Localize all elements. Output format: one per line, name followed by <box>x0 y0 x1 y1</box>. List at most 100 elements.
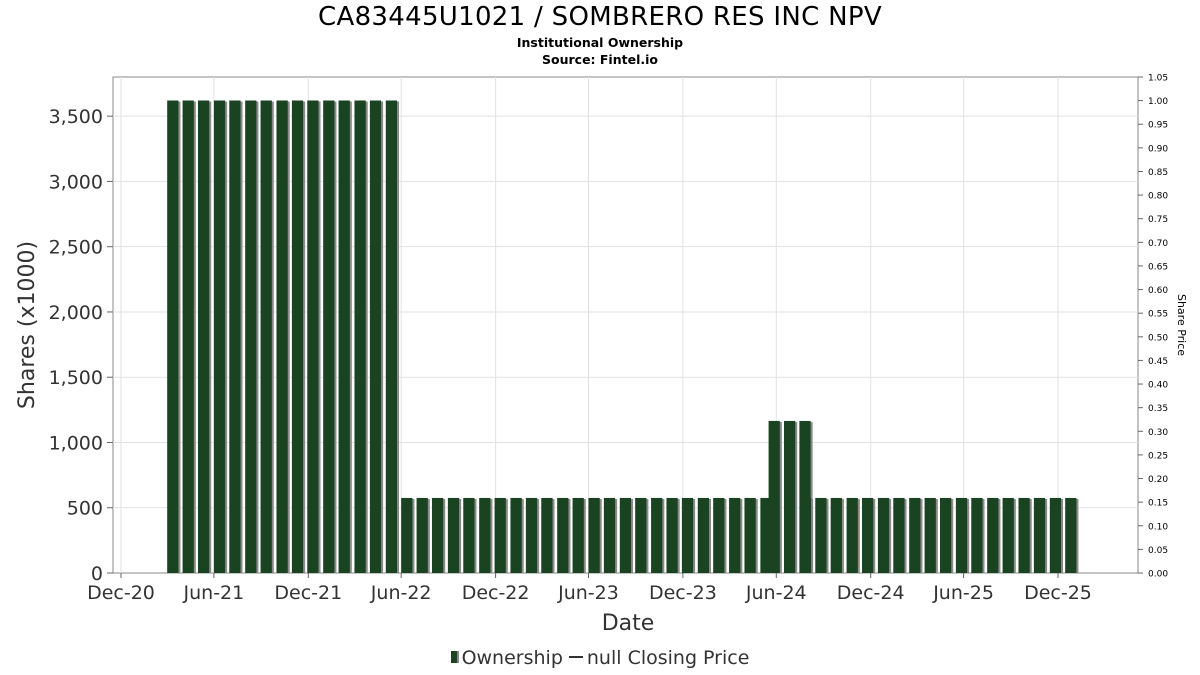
y2-tick-label: 0.55 <box>1148 310 1168 320</box>
ownership-bar <box>510 497 522 573</box>
ownership-bars <box>167 100 1079 573</box>
y-tick-label: 3,000 <box>49 171 103 193</box>
y2-tick-label: 0.05 <box>1148 546 1168 556</box>
y2-tick-label: 0.50 <box>1148 333 1168 343</box>
chart-subtitle: Institutional Ownership <box>516 35 684 50</box>
ownership-bar <box>768 420 780 573</box>
ownership-bar <box>697 497 710 573</box>
x-tick-label: Dec-25 <box>1024 582 1092 604</box>
y-tick-label: 1,000 <box>49 432 103 454</box>
x-axis-label: Date <box>602 611 655 636</box>
ownership-bar <box>385 100 398 573</box>
ownership-bar <box>666 497 678 573</box>
y2-tick-label: 0.45 <box>1148 357 1168 367</box>
x-tick-label: Jun-23 <box>557 582 619 604</box>
x-tick-label: Dec-21 <box>274 582 342 604</box>
y2-tick-label: 1.05 <box>1148 74 1168 84</box>
y2-tick-label: 0.80 <box>1148 192 1168 202</box>
ownership-bar <box>955 497 968 573</box>
legend: Ownership null Closing Price <box>0 647 1200 669</box>
ownership-bar <box>541 497 553 573</box>
y2-tick-label: 0.35 <box>1148 404 1168 414</box>
chart-source: Source: Fintel.io <box>542 52 658 67</box>
y-tick-label: 500 <box>67 498 103 520</box>
ownership-bar <box>939 497 952 573</box>
ownership-bar <box>830 497 842 573</box>
y2-tick-label: 0.40 <box>1148 381 1168 391</box>
y2-axis-label: Share Price <box>1175 294 1188 356</box>
ownership-bar <box>338 100 350 573</box>
ownership-bar <box>369 100 382 573</box>
ownership-bar <box>416 497 428 573</box>
ownership-bar <box>588 497 600 573</box>
ownership-bar <box>760 497 772 573</box>
ownership-bar <box>924 497 936 573</box>
x-tick-label: Dec-24 <box>837 582 905 604</box>
ownership-bar <box>815 497 827 573</box>
y-tick-label: 2,500 <box>49 237 103 259</box>
ownership-bar <box>354 100 366 573</box>
y2-tick-label: 0.70 <box>1148 239 1168 249</box>
ownership-bar <box>197 100 210 573</box>
closing-price-legend-swatch <box>568 656 583 658</box>
y-tick-label: 0 <box>91 563 103 585</box>
axes: 0 500 1,000 1,500 2,000 2,500 3,000 3,500 Dec-20… <box>49 74 1169 605</box>
ownership-bar <box>463 497 475 573</box>
ownership-bar <box>651 497 663 573</box>
y2-tick-label: 0.20 <box>1148 475 1168 485</box>
y2-tick-label: 0.65 <box>1148 262 1168 272</box>
ownership-bar <box>479 497 491 573</box>
ownership-bar <box>260 100 272 573</box>
ownership-bar <box>1002 497 1014 573</box>
ownership-bar <box>1049 497 1062 573</box>
y2-tick-label: 0.10 <box>1148 522 1168 532</box>
legend-closing-price-label: null Closing Price <box>586 647 750 669</box>
ownership-bar <box>861 497 874 573</box>
x-tick-label: Jun-21 <box>183 582 245 604</box>
legend-ownership-label: Ownership <box>461 647 563 669</box>
y2-tick-label: 0.30 <box>1148 428 1168 438</box>
ownership-bar <box>783 420 796 573</box>
ownership-bar <box>603 497 616 573</box>
y-axis-label: Shares (x1000) <box>15 241 40 409</box>
chart-title: CA83445U1021 / SOMBRERO RES INC NPV <box>318 2 882 32</box>
ownership-legend-swatch <box>450 651 459 663</box>
x-tick-label: Dec-23 <box>649 582 717 604</box>
ownership-bar <box>323 100 335 573</box>
ownership-bar <box>167 100 179 573</box>
x-tick-label: Dec-22 <box>462 582 530 604</box>
ownership-bar <box>846 497 858 573</box>
y2-tick-label: 0.75 <box>1148 215 1168 225</box>
ownership-bar <box>182 100 194 573</box>
ownership-bar <box>729 497 741 573</box>
x-tick-label: Jun-25 <box>932 582 994 604</box>
y-tick-label: 3,500 <box>49 106 103 128</box>
ownership-bar <box>877 497 890 573</box>
y2-tick-label: 0.00 <box>1148 570 1168 580</box>
ownership-bar <box>276 100 288 573</box>
y2-tick-label: 0.25 <box>1148 451 1168 461</box>
ownership-bar <box>799 420 811 573</box>
ownership-bar <box>681 497 694 573</box>
y2-tick-label: 0.95 <box>1148 121 1168 131</box>
ownership-bar <box>893 497 905 573</box>
y2-tick-label: 0.85 <box>1148 168 1168 178</box>
ownership-bar <box>525 497 538 573</box>
y2-tick-label: 0.15 <box>1148 499 1168 509</box>
ownership-bar <box>431 497 444 573</box>
ownership-bar <box>799 497 812 573</box>
x-tick-label: Jun-22 <box>370 582 432 604</box>
ownership-bar <box>447 497 460 573</box>
ownership-bar <box>744 497 756 573</box>
ownership-bar <box>619 497 632 573</box>
y-tick-label: 2,000 <box>49 302 103 324</box>
ownership-bar <box>909 497 921 573</box>
ownership-bar <box>557 497 569 573</box>
ownership-bar <box>713 497 725 573</box>
ownership-bar <box>494 497 506 573</box>
ownership-bar <box>971 497 983 573</box>
ownership-bar <box>1018 497 1030 573</box>
ownership-bar <box>401 497 413 573</box>
ownership-bar <box>635 497 647 573</box>
